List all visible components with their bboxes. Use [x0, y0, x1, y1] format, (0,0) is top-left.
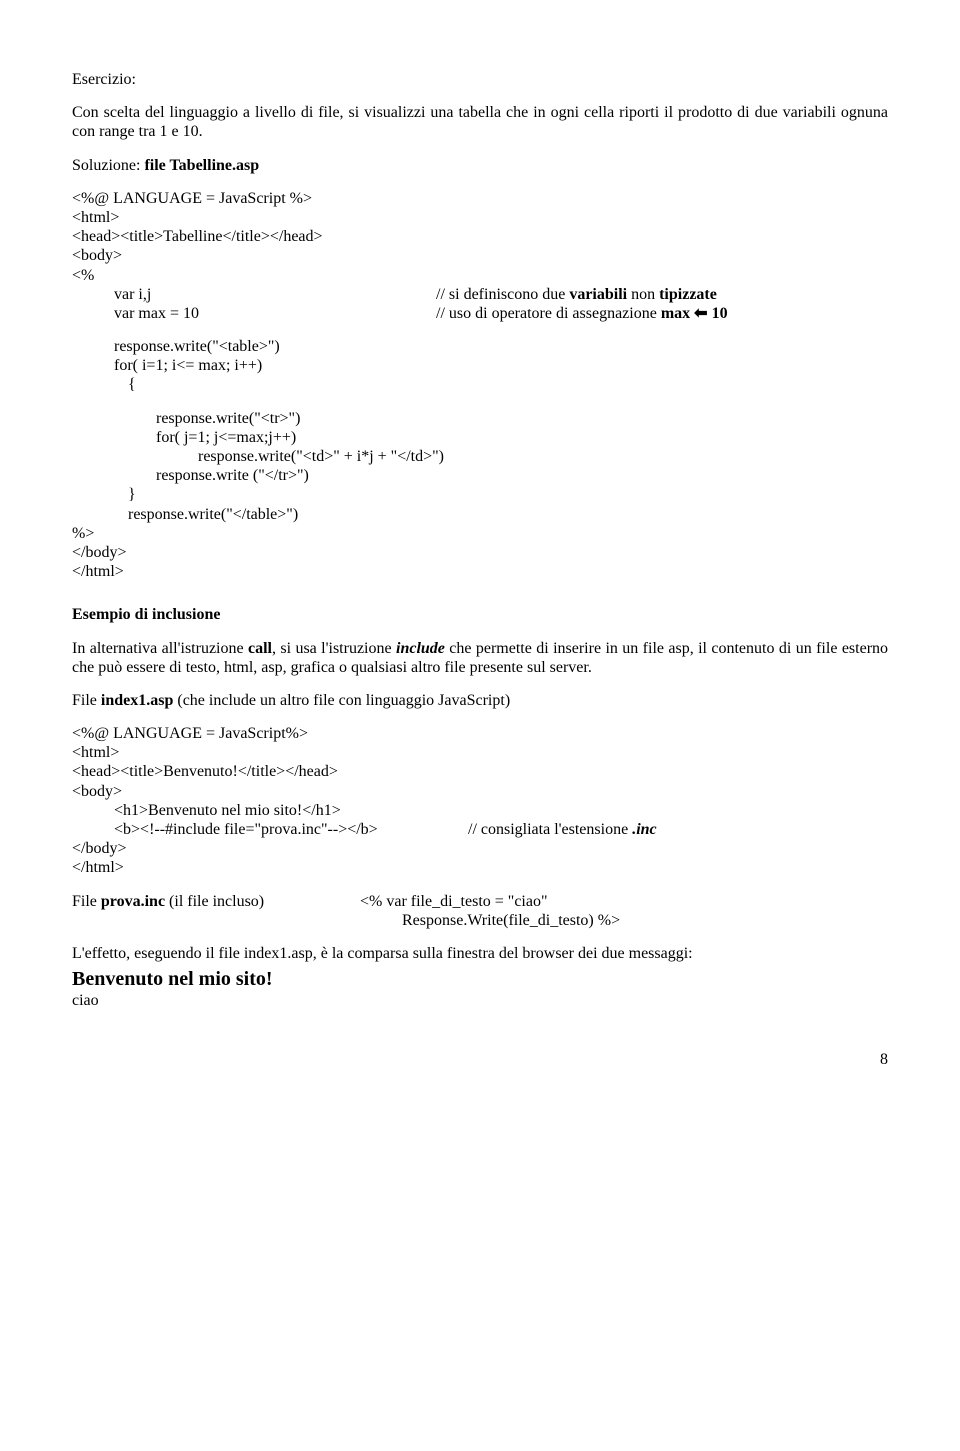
code1-l15: } — [72, 485, 888, 504]
code2-l4: <body> — [72, 782, 888, 801]
code1-l12: for( j=1; j<=max;j++) — [72, 428, 888, 447]
code1-l19: </html> — [72, 562, 888, 581]
welcome-msg: Benvenuto nel mio sito! — [72, 967, 888, 991]
code1-l1: <%@ LANGUAGE = JavaScript %> — [72, 189, 888, 208]
code2-l2: <html> — [72, 743, 888, 762]
exercise-label-text: Esercizio — [72, 71, 132, 88]
ciao-msg: ciao — [72, 991, 888, 1010]
solution-line: Soluzione: file Tabelline.asp — [72, 156, 888, 175]
code1-l9: for( i=1; i<= max; i++) — [72, 356, 888, 375]
code1-l3: <head><title>Tabelline</title></head> — [72, 227, 888, 246]
code1-l6: var i,j // si definiscono due variabili … — [72, 285, 888, 304]
code-block-1: <%@ LANGUAGE = JavaScript %> <html> <hea… — [72, 189, 888, 582]
code2-l1: <%@ LANGUAGE = JavaScript%> — [72, 724, 888, 743]
code1-l7a: var max = 10 — [114, 304, 436, 323]
code1-l14: response.write ("</tr>") — [72, 466, 888, 485]
code1-l6a: var i,j — [114, 285, 436, 304]
effect-line: L'effetto, eseguendo il file index1.asp,… — [72, 944, 888, 963]
file-index1-line: File index1.asp (che include un altro fi… — [72, 691, 888, 710]
code1-l4: <body> — [72, 246, 888, 265]
code1-l11: response.write("<tr>") — [72, 409, 888, 428]
code2-l6: <b><!--#include file="prova.inc"--></b> … — [72, 820, 888, 839]
code1-l8: response.write("<table>") — [72, 337, 888, 356]
code1-l6b: // si definiscono due variabili non tipi… — [436, 285, 717, 304]
code1-l17: %> — [72, 524, 888, 543]
code1-l5: <% — [72, 266, 888, 285]
code2-l7: </body> — [72, 839, 888, 858]
solution-label: Soluzione: — [72, 157, 140, 174]
code2-l3: <head><title>Benvenuto!</title></head> — [72, 762, 888, 781]
code1-l7b: // uso di operatore di assegnazione max … — [436, 304, 728, 323]
code-block-2: <%@ LANGUAGE = JavaScript%> <html> <head… — [72, 724, 888, 878]
solution-filename: file Tabelline.asp — [144, 157, 259, 174]
exercise-body: Con scelta del linguaggio a livello di f… — [72, 103, 888, 141]
inclusion-title: Esempio di inclusione — [72, 605, 888, 624]
code2-l8: </html> — [72, 858, 888, 877]
code2-l5: <h1>Benvenuto nel mio sito!</h1> — [72, 801, 888, 820]
inclusion-para: In alternativa all'istruzione call, si u… — [72, 639, 888, 677]
code1-l18: </body> — [72, 543, 888, 562]
code1-l7: var max = 10 // uso di operatore di asse… — [72, 304, 888, 323]
left-arrow-icon: ⬅ — [694, 305, 707, 322]
code1-l2: <html> — [72, 208, 888, 227]
prova-inc-block: File prova.inc (il file incluso) <% var … — [72, 892, 888, 930]
code1-l13: response.write("<td>" + i*j + "</td>") — [72, 447, 888, 466]
exercise-label: Esercizio: — [72, 70, 888, 89]
code1-l10: { — [72, 375, 888, 394]
code1-l16: response.write("</table>") — [72, 505, 888, 524]
page-number: 8 — [72, 1050, 888, 1069]
